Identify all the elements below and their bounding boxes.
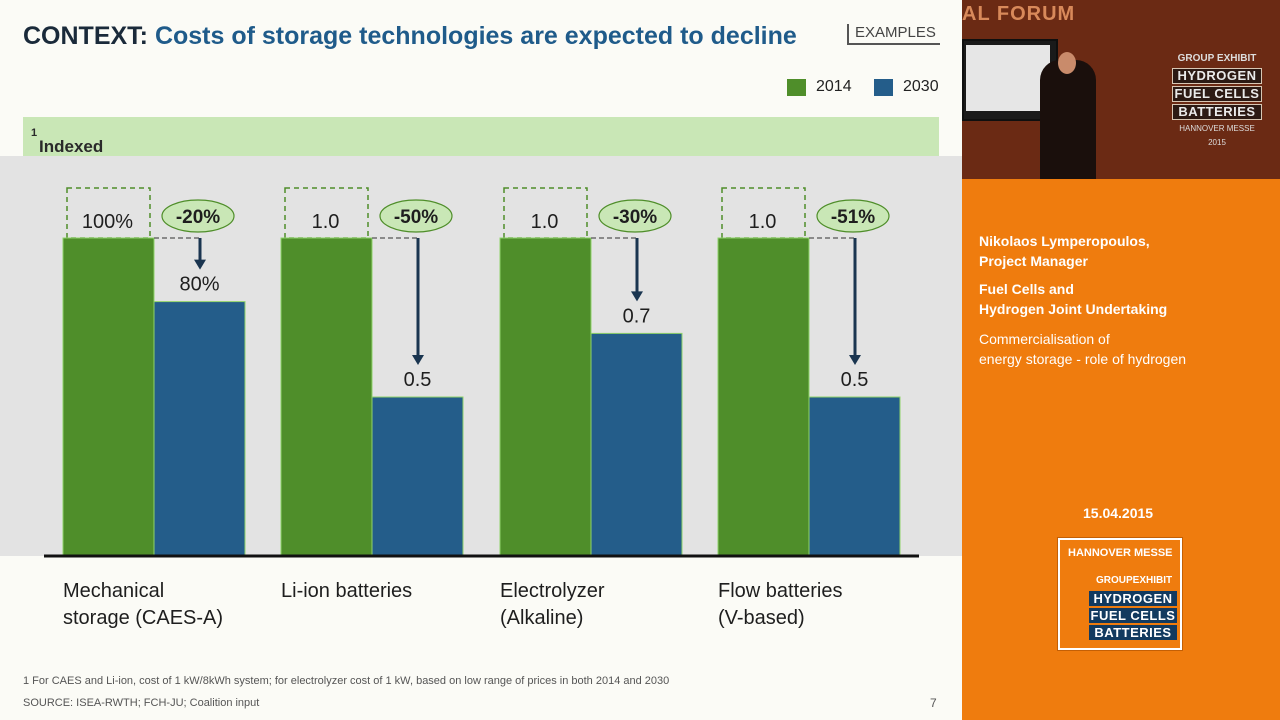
slide-title: CONTEXT: Costs of storage technologies a…: [23, 22, 797, 51]
change-arrow-head-2: [631, 291, 643, 302]
video-exhibit-sign: GROUP EXHIBIT HYDROGEN FUEL CELLS BATTER…: [1172, 52, 1262, 150]
video-presenter: [1040, 60, 1096, 179]
legend-item-2014: 2014: [787, 78, 852, 96]
bar-2014-2: [499, 237, 592, 557]
category-label-li-ion: Li-ion batteries: [281, 580, 413, 602]
legend-label-2030: 2030: [903, 78, 939, 95]
examples-tag: EXAMPLES: [847, 24, 940, 45]
value-label-2030-3: 0.5: [841, 369, 869, 391]
category-label-mechanical: Mechanical storage (CAES-A): [63, 580, 224, 629]
source-note: SOURCE: ISEA-RWTH; FCH-JU; Coalition inp…: [23, 697, 260, 709]
hannover-messe-logo: HANNOVER MESSE GROUPEXHIBIT HYDROGEN FUE…: [1058, 538, 1182, 650]
value-label-2014-2: 1.0: [531, 211, 559, 233]
change-label-1: -50%: [394, 207, 438, 228]
bar-2030-1: [371, 396, 464, 557]
video-presenter-head: [1058, 52, 1076, 74]
bar-2014-3: [717, 237, 810, 557]
bar-2030-0: [153, 301, 246, 557]
change-label-0: -20%: [176, 207, 220, 228]
change-bubble-2: [598, 199, 672, 233]
bar-2014-0: [62, 237, 155, 557]
change-bubble-1: [379, 199, 453, 233]
change-bubble-0: [161, 199, 235, 233]
video-projection-screen: [962, 39, 1058, 121]
title-prefix: CONTEXT:: [23, 22, 148, 50]
value-label-2030-0: 80%: [179, 274, 219, 296]
title-main: Costs of storage technologies are expect…: [154, 22, 797, 50]
event-date: 15.04.2015: [1083, 505, 1154, 521]
footnote: 1 For CAES and Li-ion, cost of 1 kW/8kWh…: [23, 675, 670, 687]
bar-chart: -20% 100% 80% -50% 1.0 0.5 -30% 1.0 0.7 -51% 1.0 0.…: [44, 187, 919, 558]
change-arrow-head-3: [849, 355, 861, 365]
change-bubble-3: [816, 199, 890, 233]
bar-2014-1: [280, 237, 373, 557]
bar-2030-2: [590, 332, 683, 557]
speaker-organisation: Fuel Cells and Hydrogen Joint Undertaking: [979, 281, 1168, 317]
category-label-flow: Flow batteries (V-based): [718, 580, 843, 629]
change-arrow-head-1: [412, 355, 424, 365]
value-label-2030-1: 0.5: [404, 369, 432, 391]
speaker-name: Nikolaos Lymperopoulos, Project Manager: [979, 233, 1150, 269]
talk-title: Commercialisation of energy storage - rol…: [979, 331, 1187, 367]
category-label-electrolyzer: Electrolyzer (Alkaline): [500, 580, 605, 629]
value-label-2014-3: 1.0: [749, 211, 777, 233]
change-label-2: -30%: [613, 207, 657, 228]
page-number: 7: [930, 696, 937, 710]
slide: CONTEXT: Costs of storage technologies a…: [0, 22, 962, 710]
value-label-2014-1: 1.0: [312, 211, 340, 233]
value-label-2014-0: 100%: [82, 211, 133, 233]
legend-label-2014: 2014: [816, 78, 852, 95]
video-forum-banner: AL FORUM: [962, 3, 1076, 25]
change-arrow-head-0: [194, 259, 206, 270]
legend-swatch-2030: [874, 78, 893, 96]
legend-item-2030: 2030: [874, 78, 939, 96]
bar-2030-3: [808, 396, 901, 557]
legend-swatch-2014: [787, 78, 806, 96]
speaker-video[interactable]: AL FORUM GROUP EXHIBIT HYDROGEN FUEL CEL…: [962, 0, 1280, 179]
change-label-3: -51%: [831, 207, 875, 228]
value-label-2030-2: 0.7: [623, 305, 651, 327]
